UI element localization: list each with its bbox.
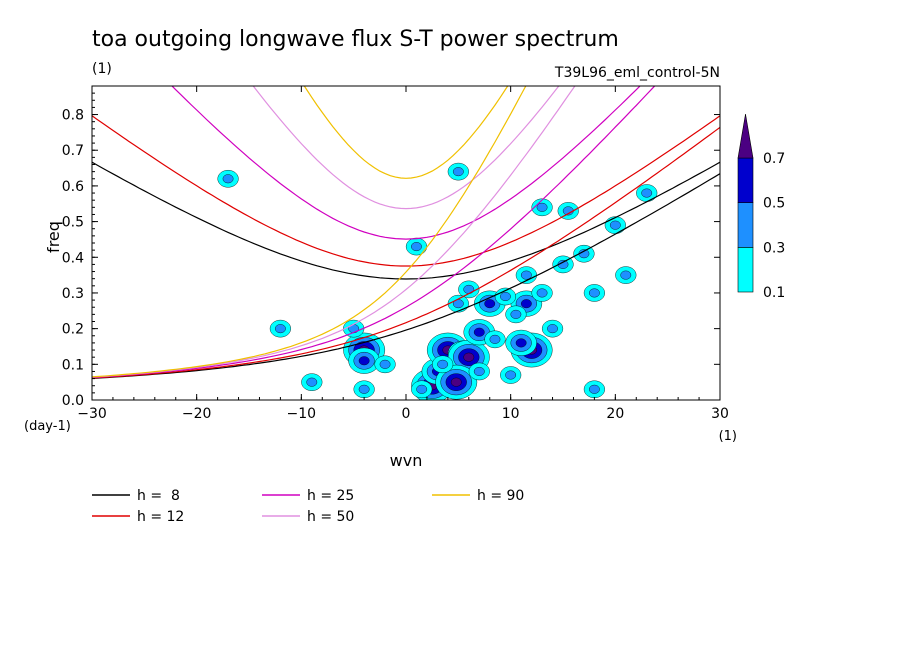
plot-frame (91, 85, 721, 401)
y-tick-label: 0.7 (62, 143, 84, 159)
x-tick-label: −30 (77, 406, 107, 422)
y-tick-label: 0.8 (62, 108, 84, 124)
axes: −30 −20 −10 0 10 20 30 0.0 0.1 0.2 0.3 0.4 0.5 0.6 0.7… (62, 86, 729, 422)
x-axis-label: wvn (390, 451, 423, 470)
contour-blob (547, 324, 558, 334)
contour-blob (589, 288, 600, 298)
contour-blob (450, 377, 462, 387)
x-tick-label: 30 (711, 406, 729, 422)
dispersion-curve (92, 86, 576, 378)
x-unit-label: (1) (719, 429, 737, 444)
dispersion-curve (92, 115, 720, 267)
contour-blob (222, 174, 234, 184)
legend-label: h = 12 (137, 509, 184, 525)
dispersion-curve (303, 86, 509, 179)
contour-layer (217, 162, 658, 400)
contour-blob (358, 384, 370, 394)
y-tick-label: 0.4 (62, 250, 84, 266)
contour-blob (463, 352, 475, 362)
chart-subtitle-right: T39L96_eml_control-5N (554, 65, 720, 81)
colorbar-label: 0.5 (763, 196, 785, 212)
dispersion-curves (92, 86, 720, 379)
x-tick-label: −10 (287, 406, 317, 422)
contour-blob (536, 288, 548, 298)
contour-blob (641, 188, 653, 198)
contour-blob (484, 299, 496, 309)
dispersion-curve (92, 86, 656, 379)
y-axis-label: freq (44, 221, 63, 253)
colorbar-label: 0.7 (763, 151, 785, 167)
contour-blob (589, 384, 600, 394)
y-tick-label: 0.5 (62, 215, 84, 231)
chart-title: toa outgoing longwave flux S-T power spe… (92, 27, 619, 52)
x-tick-label: −20 (182, 406, 212, 422)
contour-blob (609, 220, 621, 230)
contour-blob (500, 292, 511, 302)
contour-blob (473, 327, 485, 337)
contour-blob (306, 377, 318, 387)
contour-blob (411, 242, 422, 252)
contour-blob (515, 338, 527, 348)
dispersion-curve (171, 86, 641, 240)
chart-subtitle-left: (1) (92, 61, 112, 77)
colorbar: 0.1 0.3 0.5 0.7 (737, 113, 785, 301)
dispersion-curve (92, 126, 720, 379)
dispersion-curve (92, 173, 720, 379)
contour-blob (536, 202, 548, 212)
legend-label: h = 25 (307, 488, 354, 504)
contour-blob (416, 384, 428, 394)
x-tick-label: 20 (606, 406, 624, 422)
contour-blob (489, 334, 501, 344)
contour-blob (358, 356, 370, 366)
contour-blob (520, 270, 532, 280)
colorbar-segment (737, 247, 754, 293)
colorbar-label: 0.1 (763, 285, 785, 301)
contour-blob (510, 309, 522, 319)
colorbar-label: 0.3 (763, 240, 785, 256)
y-tick-label: 0.3 (62, 286, 84, 302)
dispersion-curve (92, 161, 720, 280)
x-tick-label: 0 (402, 406, 411, 422)
x-tick-label: 10 (502, 406, 520, 422)
contour-blob (473, 366, 485, 376)
legend-label: h = 8 (137, 488, 180, 504)
contour-blob (505, 370, 517, 380)
legend-label: h = 90 (477, 488, 524, 504)
colorbar-arrow (737, 113, 754, 159)
contour-blob (379, 359, 391, 369)
colorbar-segment (737, 202, 754, 248)
dispersion-curve (252, 86, 560, 210)
contour-blob (437, 359, 449, 369)
y-tick-label: 0.6 (62, 179, 84, 195)
y-tick-label: 0.2 (62, 322, 84, 338)
y-unit-label: (day-1) (24, 419, 71, 434)
colorbar-segment (737, 157, 754, 203)
y-tick-label: 0.1 (62, 357, 84, 373)
contour-blob (620, 270, 632, 280)
dispersion-curve (92, 86, 527, 378)
y-tick-label: 0.0 (62, 393, 84, 409)
contour-blob (275, 324, 286, 334)
legend-label: h = 50 (307, 509, 354, 525)
contour-blob (452, 167, 464, 177)
legend: h = 8 h = 12 h = 25 h = 50 h = 90 (92, 488, 524, 525)
contour-blob (520, 299, 532, 309)
